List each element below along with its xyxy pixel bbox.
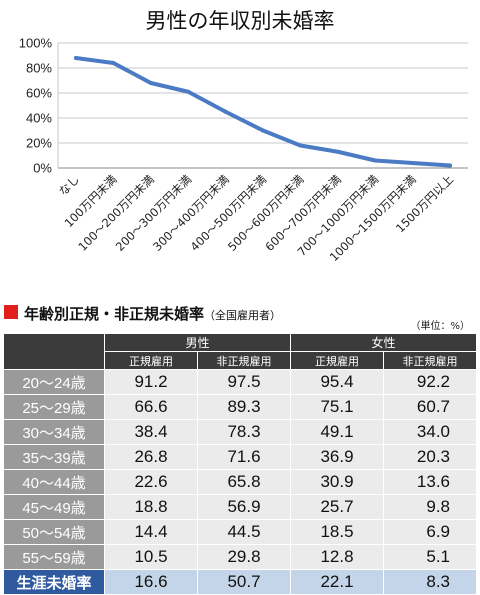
row-label: 35～39歳: [3, 444, 105, 470]
table-cell: 14.4: [104, 519, 198, 545]
unit-note: （単位：%）: [410, 321, 470, 332]
series-line: [74, 56, 452, 168]
table-row: 20～24歳 91.2 97.5 95.4 92.2: [3, 369, 477, 395]
line-chart: 男性の年収別未婚率 100% 80% 60% 40% 20% 0% なし100万円未満10…: [19, 9, 468, 264]
data-point: [74, 56, 78, 60]
table-cell: 30.9: [290, 469, 384, 495]
table-cell: 60.7: [383, 394, 477, 420]
y-tick-label: 0%: [33, 161, 52, 176]
data-table: 男性 女性 正規雇用 非正規雇用 正規雇用 非正規雇用 20～24歳 91.2 97…: [3, 333, 477, 595]
row-label: 40～44歳: [3, 469, 105, 495]
table-cell: 66.6: [104, 394, 198, 420]
data-point: [298, 143, 303, 148]
group-header-male: 男性: [104, 333, 291, 352]
subheader-male-regular: 正規雇用: [104, 351, 198, 370]
series-layer: [74, 56, 452, 168]
data-point: [111, 61, 116, 65]
subheader-female-nonregular: 非正規雇用: [383, 351, 477, 370]
row-label: 生涯未婚率: [3, 569, 105, 595]
sub-header-row: 正規雇用 非正規雇用 正規雇用 非正規雇用: [4, 351, 477, 370]
table-cell: 8.3: [383, 569, 477, 595]
table-body: 20～24歳 91.2 97.5 95.4 92.2 25～29歳 66.6 89.3 75.1…: [3, 369, 477, 595]
table-cell: 92.2: [383, 369, 477, 395]
total-row: 生涯未婚率 16.6 50.7 22.1 8.3: [3, 569, 477, 595]
table-row: 30～34歳 38.4 78.3 49.1 34.0: [3, 419, 477, 445]
y-tick-label: 100%: [19, 36, 53, 51]
table-row: 45～49歳 18.8 56.9 25.7 9.8: [3, 494, 477, 520]
table-row: 35～39歳 26.8 71.6 36.9 20.3: [3, 444, 477, 470]
data-point: [373, 158, 378, 163]
table-cell: 65.8: [197, 469, 291, 495]
group-header-female: 女性: [290, 333, 477, 352]
table-cell: 71.6: [197, 444, 291, 470]
subheader-male-nonregular: 非正規雇用: [197, 351, 291, 370]
table-cell: 56.9: [197, 494, 291, 520]
group-header-row: 男性 女性: [3, 333, 477, 370]
table-cell: 20.3: [383, 444, 477, 470]
table-cell: 6.9: [383, 519, 477, 545]
table-cell: 36.9: [290, 444, 384, 470]
row-label: 20～24歳: [3, 369, 105, 395]
data-point: [186, 89, 191, 94]
table-cell: 9.8: [383, 494, 477, 520]
data-point: [335, 149, 340, 154]
table-cell: 26.8: [104, 444, 198, 470]
table-row: 50～54歳 14.4 44.5 18.5 6.9: [3, 519, 477, 545]
data-point: [223, 109, 228, 114]
y-axis-ticks: 100% 80% 60% 40% 20% 0%: [19, 36, 53, 176]
row-label: 50～54歳: [3, 519, 105, 545]
y-tick-label: 80%: [26, 61, 52, 76]
y-tick-label: 40%: [26, 111, 52, 126]
table-cell: 18.8: [104, 494, 198, 520]
table-cell: 75.1: [290, 394, 384, 420]
table-cell: 22.1: [290, 569, 384, 595]
y-tick-label: 20%: [26, 136, 52, 151]
table-row: 40～44歳 22.6 65.8 30.9 13.6: [3, 469, 477, 495]
table-cell: 78.3: [197, 419, 291, 445]
table-cell: 13.6: [383, 469, 477, 495]
table-cell: 16.6: [104, 569, 198, 595]
table-heading: 年齢別正規・非正規未婚率（全国雇用者） （単位：%）: [0, 303, 480, 332]
table-cell: 97.5: [197, 369, 291, 395]
data-point: [448, 163, 452, 168]
row-label: 45～49歳: [3, 494, 105, 520]
table-cell: 38.4: [104, 419, 198, 445]
chart-title: 男性の年収別未婚率: [146, 9, 335, 33]
table-cell: 50.7: [197, 569, 291, 595]
table-cell: 18.5: [290, 519, 384, 545]
row-label: 30～34歳: [3, 419, 105, 445]
table-row: 55～59歳 10.5 29.8 12.8 5.1: [3, 544, 477, 570]
table-cell: 25.7: [290, 494, 384, 520]
row-label: 55～59歳: [3, 544, 105, 570]
y-tick-label: 60%: [26, 86, 52, 101]
table-cell: 89.3: [197, 394, 291, 420]
table-cell: 12.8: [290, 544, 384, 570]
table-cell: 10.5: [104, 544, 198, 570]
marriage-rate-table-section: 年齢別正規・非正規未婚率（全国雇用者） （単位：%） 男性 女性 正規雇用 非正…: [0, 303, 480, 595]
row-label: 25～29歳: [3, 394, 105, 420]
x-axis-ticks: なし100万円未満100～200万円未満200～300万円未満300～400万円…: [56, 172, 456, 264]
table-heading-title: 年齢別正規・非正規未婚率: [24, 305, 205, 323]
table-cell: 29.8: [197, 544, 291, 570]
data-point: [148, 81, 153, 85]
table-cell: 91.2: [104, 369, 198, 395]
table-cell: 49.1: [290, 419, 384, 445]
subheader-female-regular: 正規雇用: [290, 351, 384, 370]
table-heading-text: 年齢別正規・非正規未婚率（全国雇用者）: [24, 303, 281, 324]
table-cell: 22.6: [104, 469, 198, 495]
table-row: 25～29歳 66.6 89.3 75.1 60.7: [3, 394, 477, 420]
corner-cell: [3, 333, 105, 370]
heading-marker: [4, 305, 18, 319]
table-cell: 5.1: [383, 544, 477, 570]
data-point: [261, 128, 265, 133]
table-cell: 44.5: [197, 519, 291, 545]
data-point: [410, 161, 415, 165]
table-heading-sub: （全国雇用者）: [204, 309, 282, 322]
chart-grid: [57, 42, 468, 169]
table-cell: 34.0: [383, 419, 477, 445]
x-tick-label: なし: [56, 172, 82, 198]
table-cell: 95.4: [290, 369, 384, 395]
